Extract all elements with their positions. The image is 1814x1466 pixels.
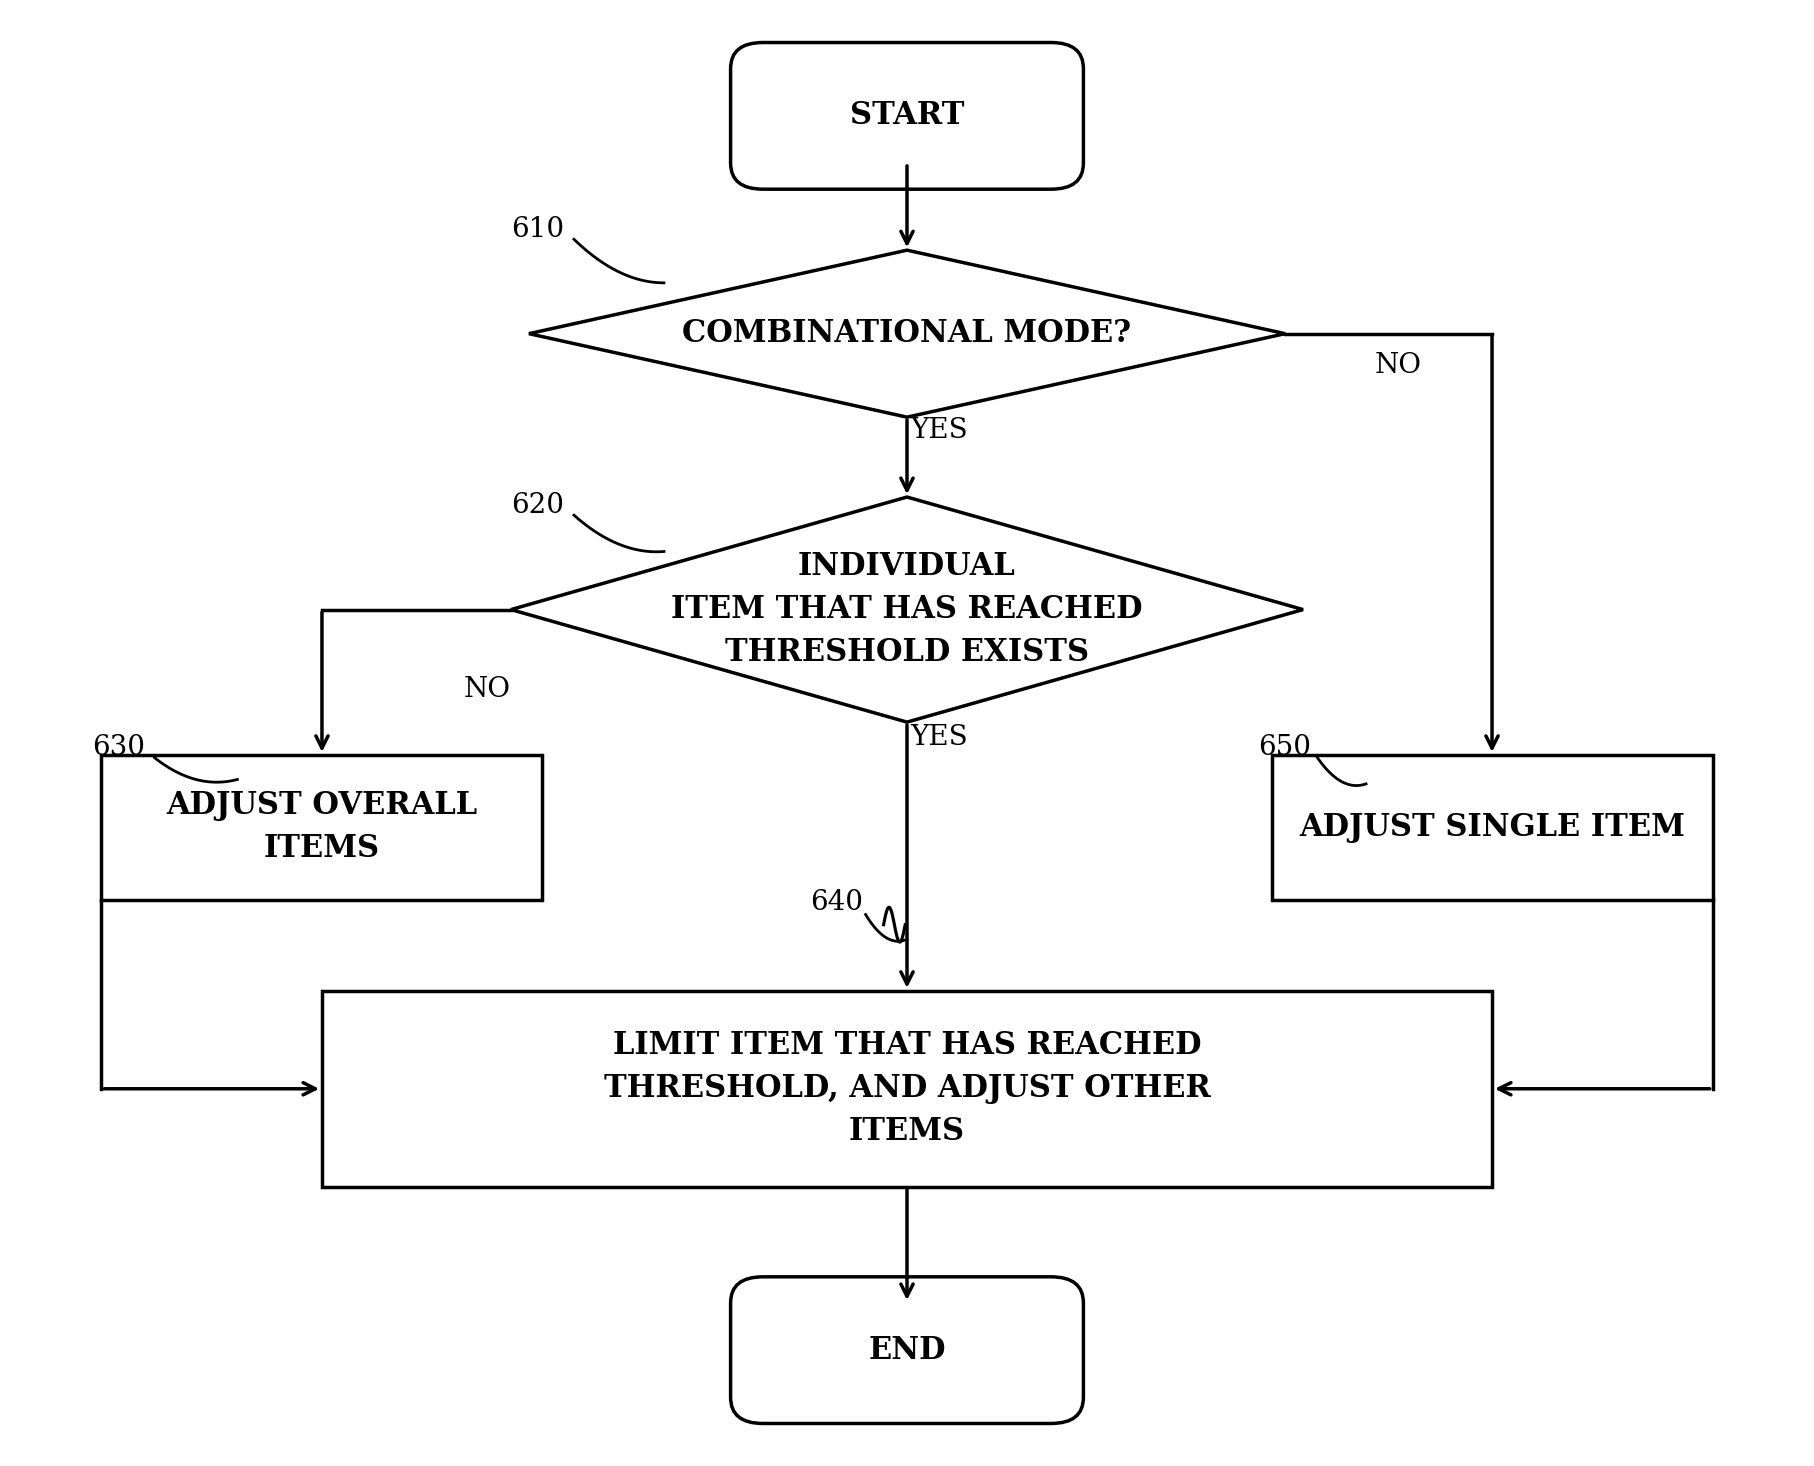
Text: YES: YES — [911, 418, 969, 444]
Text: INDIVIDUAL
ITEM THAT HAS REACHED
THRESHOLD EXISTS: INDIVIDUAL ITEM THAT HAS REACHED THRESHO… — [671, 551, 1143, 668]
Text: ADJUST OVERALL
ITEMS: ADJUST OVERALL ITEMS — [167, 790, 477, 865]
Text: ADJUST SINGLE ITEM: ADJUST SINGLE ITEM — [1299, 812, 1685, 843]
FancyBboxPatch shape — [731, 1277, 1083, 1423]
Bar — [321, 991, 1493, 1187]
Text: 620: 620 — [512, 491, 564, 519]
Text: 610: 610 — [512, 216, 564, 242]
Text: NO: NO — [1375, 352, 1422, 380]
Bar — [1272, 755, 1712, 900]
Text: END: END — [869, 1334, 945, 1366]
FancyBboxPatch shape — [731, 43, 1083, 189]
Text: START: START — [849, 100, 965, 132]
Text: 650: 650 — [1259, 734, 1312, 761]
Text: 640: 640 — [811, 890, 863, 916]
Text: 630: 630 — [93, 734, 145, 761]
Text: LIMIT ITEM THAT HAS REACHED
THRESHOLD, AND ADJUST OTHER
ITEMS: LIMIT ITEM THAT HAS REACHED THRESHOLD, A… — [604, 1031, 1210, 1148]
Text: NO: NO — [464, 676, 512, 702]
Text: COMBINATIONAL MODE?: COMBINATIONAL MODE? — [682, 318, 1132, 349]
Bar — [102, 755, 542, 900]
Polygon shape — [530, 251, 1284, 418]
Polygon shape — [512, 497, 1302, 723]
Text: YES: YES — [911, 724, 969, 751]
